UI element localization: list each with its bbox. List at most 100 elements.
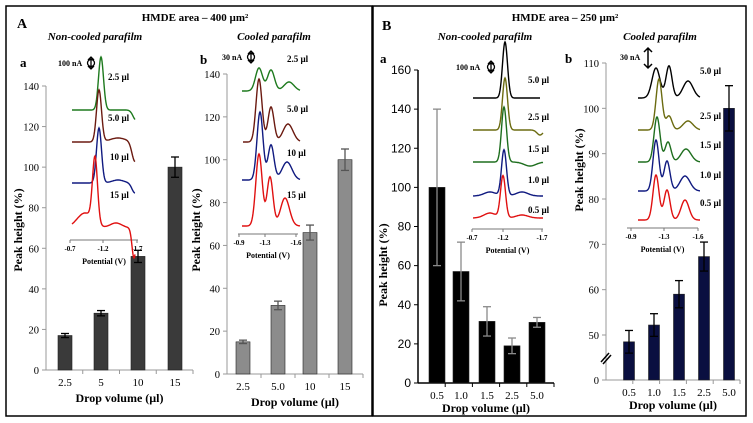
voltammogram-trace [638, 115, 700, 163]
y-tick-label: 100 [204, 156, 220, 167]
trace-label: 5.0 µl [287, 104, 309, 114]
y-tick-label: 110 [584, 59, 599, 70]
voltammogram-trace [473, 76, 544, 136]
panel-A-right-subtitle: Cooled parafilm [237, 31, 311, 43]
trace-label: 2.5 µl [528, 112, 550, 122]
voltammogram-trace [242, 152, 301, 227]
subpanel-label: a [380, 51, 387, 66]
trace-label: 10 µl [287, 148, 306, 158]
y-tick-label: 20 [398, 337, 412, 351]
y-tick-label: 0 [594, 376, 599, 387]
y-axis-title: Peak height (%) [572, 128, 586, 211]
inset-x-tick-label: -0.9 [625, 233, 637, 241]
bar [270, 305, 286, 375]
y-tick-label: 0 [34, 366, 39, 377]
bar [57, 335, 73, 371]
y-tick-label: 90 [589, 150, 600, 161]
y-tick-label: 20 [210, 327, 221, 338]
voltammogram-trace [242, 67, 301, 92]
trace-label: 5.0 µl [108, 113, 130, 123]
trace-label: 1.0 µl [528, 175, 550, 185]
trace-label: 0.5 µl [528, 205, 550, 215]
inset-x-tick-label: -0.7 [64, 245, 76, 253]
panel-B-right-subtitle: Cooled parafilm [623, 31, 697, 43]
voltammogram-trace [71, 154, 136, 260]
inset-x-title: Potential (V) [82, 257, 126, 266]
y-tick-label: 0 [215, 370, 220, 381]
y-tick-label: 60 [29, 244, 40, 255]
inset-x-tick-label: -0.7 [466, 234, 478, 242]
x-tick-label: 10 [305, 381, 317, 393]
y-tick-label: 40 [398, 298, 412, 312]
inset-x-tick-label: -1.2 [497, 234, 509, 242]
y-tick-label: 50 [589, 331, 600, 342]
y-tick-label: 100 [391, 180, 411, 194]
y-tick-label: 80 [589, 195, 600, 206]
x-tick-label: 1.0 [647, 387, 661, 399]
inset-voltammogram: -0.9 -1.3 -1.6 Potential (V) 30 nA 5.0 µl 2.5 … [620, 46, 722, 254]
y-tick-label: 60 [589, 286, 600, 297]
x-tick-label: 2.5 [58, 377, 72, 389]
y-tick-label: 40 [210, 284, 221, 295]
inset-x-tick-label: -1.6 [290, 239, 302, 247]
trace-label: 5.0 µl [528, 75, 550, 85]
voltammogram-trace [638, 64, 701, 99]
panel-A-frame [5, 5, 373, 417]
bar [337, 159, 353, 375]
y-tick-label: 120 [23, 123, 39, 134]
trace-label: 2.5 µl [700, 111, 722, 121]
voltammogram-trace [473, 148, 543, 197]
voltammogram-trace [473, 174, 543, 219]
y-axis-title: Peak height (%) [189, 188, 203, 271]
bar [130, 256, 146, 371]
inset-voltammogram: -0.7 -1.2 -1.7 Potential (V) 100 nA 5.0 µl 2.5… [456, 40, 550, 255]
voltammogram-trace [243, 77, 301, 143]
scale-bar-arrow-icon [246, 50, 256, 64]
trace-label: 5.0 µl [700, 66, 722, 76]
bar [235, 341, 251, 375]
bar [93, 312, 109, 371]
y-tick-label: 140 [391, 102, 411, 116]
scale-bar-double-arrow-icon [643, 46, 653, 70]
y-tick-label: 80 [398, 220, 412, 234]
inset-x-tick-label: -1.6 [692, 233, 704, 241]
bar [723, 108, 735, 381]
panel-B-letter: B [382, 19, 391, 34]
subpanel-label: b [565, 51, 572, 66]
inset-x-tick-label: -1.7 [536, 234, 548, 242]
trace-label: 2.5 µl [108, 72, 130, 82]
y-tick-label: 20 [29, 325, 40, 336]
bar [167, 166, 183, 371]
y-tick-label: 140 [204, 70, 220, 81]
chart-A-a: a 0 20 40 60 80 100 120 140 2.5 5 10 15 Drop volume (… [11, 55, 194, 405]
y-tick-label: 70 [589, 240, 600, 251]
voltammogram-trace [72, 55, 136, 120]
y-tick-label: 40 [29, 285, 40, 296]
y-tick-label: 140 [23, 82, 39, 93]
x-tick-label: 5.0 [271, 381, 285, 393]
scale-bar-arrow-icon [486, 60, 496, 74]
subpanel-label: a [20, 55, 27, 70]
y-tick-label: 60 [398, 259, 412, 273]
scale-bar-label: 30 nA [620, 53, 640, 62]
x-tick-label: 15 [340, 381, 352, 393]
inset-x-tick-label: -1.2 [97, 245, 109, 253]
axis-break-mark [600, 352, 610, 363]
bar [528, 322, 546, 384]
x-tick-label: 1.0 [454, 390, 468, 402]
panel-B-left-subtitle: Non-cooled parafilm [437, 31, 533, 43]
x-tick-label: 1.5 [672, 387, 686, 399]
subpanel-label: b [200, 52, 207, 67]
voltammogram-trace [242, 110, 301, 181]
x-axis-title: Drop volume (µl) [442, 401, 530, 415]
x-tick-label: 2.5 [505, 390, 519, 402]
x-tick-label: 5.0 [530, 390, 544, 402]
bar [698, 256, 710, 381]
y-tick-label: 0 [404, 376, 411, 390]
trace-label: 1.0 µl [700, 170, 722, 180]
x-tick-label: 2.5 [236, 381, 250, 393]
x-tick-label: 0.5 [430, 390, 444, 402]
voltammogram-trace [72, 88, 136, 163]
trace-label: 1.5 µl [700, 140, 722, 150]
